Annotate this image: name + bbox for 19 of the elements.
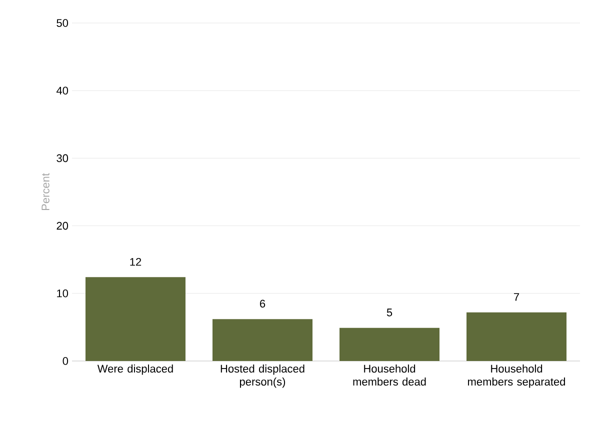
x-tick-label: Household members dead [353, 364, 426, 386]
bar [466, 312, 566, 361]
bar [340, 328, 440, 361]
y-tick-label: 20 [56, 222, 68, 230]
y-tick-label: 10 [57, 290, 68, 298]
y-axis-title: Percent [42, 173, 50, 210]
y-tick-label: 0 [62, 357, 68, 365]
data-label: 12 [130, 258, 142, 266]
bar [86, 277, 186, 361]
x-tick-label: Hosted displaced person(s) [220, 364, 304, 388]
data-label: 5 [386, 308, 392, 316]
x-tick-label: Were displaced [97, 364, 173, 375]
x-tick-label: Household members separated [468, 364, 565, 388]
data-label: 6 [260, 300, 266, 308]
y-tick-label: 30 [56, 154, 68, 162]
data-label: 7 [514, 293, 520, 301]
y-tick-label: 40 [56, 86, 68, 94]
bar [212, 319, 312, 361]
y-tick-label: 50 [56, 19, 68, 27]
